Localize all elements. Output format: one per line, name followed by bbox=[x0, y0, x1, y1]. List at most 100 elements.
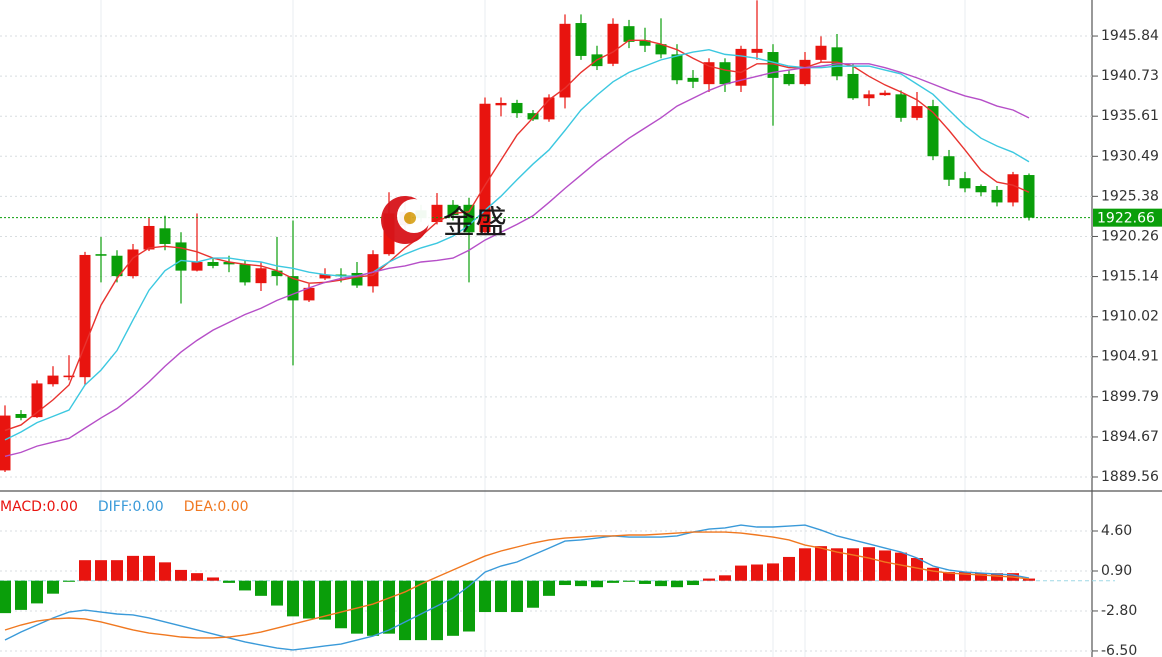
macd-bar bbox=[303, 580, 315, 619]
macd-bar bbox=[463, 580, 475, 632]
y-tick-label: 1935.61 bbox=[1101, 108, 1159, 124]
candle-body bbox=[527, 113, 539, 120]
candle-body bbox=[271, 270, 283, 277]
macd-bar bbox=[623, 580, 635, 582]
macd-bar bbox=[527, 580, 539, 608]
macd-bar bbox=[639, 580, 651, 584]
line bbox=[4, 39, 1030, 432]
candle-body bbox=[991, 189, 1003, 203]
macd-bar bbox=[399, 580, 411, 641]
y-tick-label: 0.90 bbox=[1101, 563, 1132, 579]
macd-bar bbox=[975, 573, 987, 581]
candle-body bbox=[975, 186, 987, 193]
legend-entry: DIFF:0.00 bbox=[98, 499, 164, 515]
macd-bar bbox=[431, 580, 443, 641]
macd-bar bbox=[255, 580, 267, 596]
candle-body bbox=[431, 204, 443, 223]
macd-bar bbox=[559, 580, 571, 586]
candle-body bbox=[95, 254, 107, 256]
candle-body bbox=[671, 54, 683, 81]
candle-body bbox=[767, 52, 779, 78]
macd-bar bbox=[815, 546, 827, 581]
y-tick-label: 1910.02 bbox=[1101, 309, 1159, 325]
macd-bar bbox=[223, 580, 235, 583]
macd-bar bbox=[495, 580, 507, 613]
y-tick-label: 1899.79 bbox=[1101, 389, 1159, 405]
macd-bar bbox=[271, 580, 283, 606]
candle-body bbox=[143, 225, 155, 250]
candle-body bbox=[495, 102, 507, 106]
candle-body bbox=[575, 23, 587, 56]
macd-bar bbox=[143, 555, 155, 581]
candle-body bbox=[751, 48, 763, 53]
candle-body bbox=[463, 204, 475, 233]
macd-bar bbox=[543, 580, 555, 596]
macd-bar bbox=[191, 573, 203, 581]
candle-body bbox=[63, 375, 75, 378]
candle-body bbox=[239, 264, 251, 283]
macd-bar bbox=[0, 580, 11, 614]
macd-bar bbox=[159, 562, 171, 581]
legend-entry: DEA:0.00 bbox=[184, 499, 249, 515]
candle-body bbox=[655, 44, 667, 55]
y-tick-label: 1904.91 bbox=[1101, 349, 1159, 365]
candle-body bbox=[111, 255, 123, 277]
macd-bar bbox=[991, 573, 1003, 581]
macd-bar bbox=[607, 580, 619, 583]
line bbox=[4, 524, 1030, 651]
candle-body bbox=[31, 383, 43, 418]
candle-body bbox=[815, 45, 827, 60]
candle-body bbox=[511, 102, 523, 114]
watermark: 金盛 bbox=[443, 203, 507, 241]
macd-bar bbox=[591, 580, 603, 588]
candle-body bbox=[47, 375, 59, 385]
y-tick-label: -2.80 bbox=[1101, 603, 1137, 619]
candle-body bbox=[911, 106, 923, 118]
y-tick-label: -6.50 bbox=[1101, 643, 1137, 657]
macd-bar bbox=[703, 578, 715, 581]
y-tick-label: 1950.96 bbox=[1101, 0, 1159, 4]
macd-bar bbox=[895, 552, 907, 581]
macd-bar bbox=[127, 555, 139, 581]
macd-bar bbox=[351, 580, 363, 634]
candle-body bbox=[959, 178, 971, 189]
candle-body bbox=[687, 77, 699, 82]
macd-bar bbox=[1023, 578, 1035, 581]
macd-bar bbox=[959, 572, 971, 581]
macd-bar bbox=[783, 556, 795, 581]
macd-bar bbox=[415, 580, 427, 641]
logo: 金盛 bbox=[381, 196, 507, 244]
line bbox=[4, 531, 1030, 639]
macd-bar bbox=[735, 565, 747, 581]
candle-body bbox=[1023, 175, 1035, 218]
macd-bar bbox=[63, 580, 75, 582]
candle-body bbox=[447, 204, 459, 215]
candle-body bbox=[287, 276, 299, 301]
y-tick-label: 1889.56 bbox=[1101, 469, 1159, 485]
y-tick-label: 1894.67 bbox=[1101, 429, 1159, 445]
candle-body bbox=[607, 23, 619, 64]
macd-bar bbox=[799, 548, 811, 581]
macd-bar bbox=[847, 548, 859, 581]
macd-bar bbox=[319, 580, 331, 620]
macd-bar bbox=[767, 563, 779, 581]
logo-dot bbox=[404, 212, 416, 224]
candle-body bbox=[719, 62, 731, 85]
line bbox=[4, 48, 1030, 441]
candle-body bbox=[895, 94, 907, 118]
legend-entry: MACD:0.00 bbox=[0, 499, 78, 515]
macd-bar bbox=[655, 580, 667, 587]
macd-bar bbox=[943, 572, 955, 581]
macd-bar bbox=[911, 558, 923, 581]
candle-body bbox=[479, 103, 491, 233]
candle-body bbox=[639, 40, 651, 46]
macd-bar bbox=[447, 580, 459, 636]
candle-body bbox=[159, 228, 171, 244]
macd-bar bbox=[879, 550, 891, 581]
candle-body bbox=[1007, 174, 1019, 203]
macd-bar bbox=[95, 560, 107, 581]
macd-bar bbox=[367, 580, 379, 636]
macd-bar bbox=[575, 580, 587, 587]
